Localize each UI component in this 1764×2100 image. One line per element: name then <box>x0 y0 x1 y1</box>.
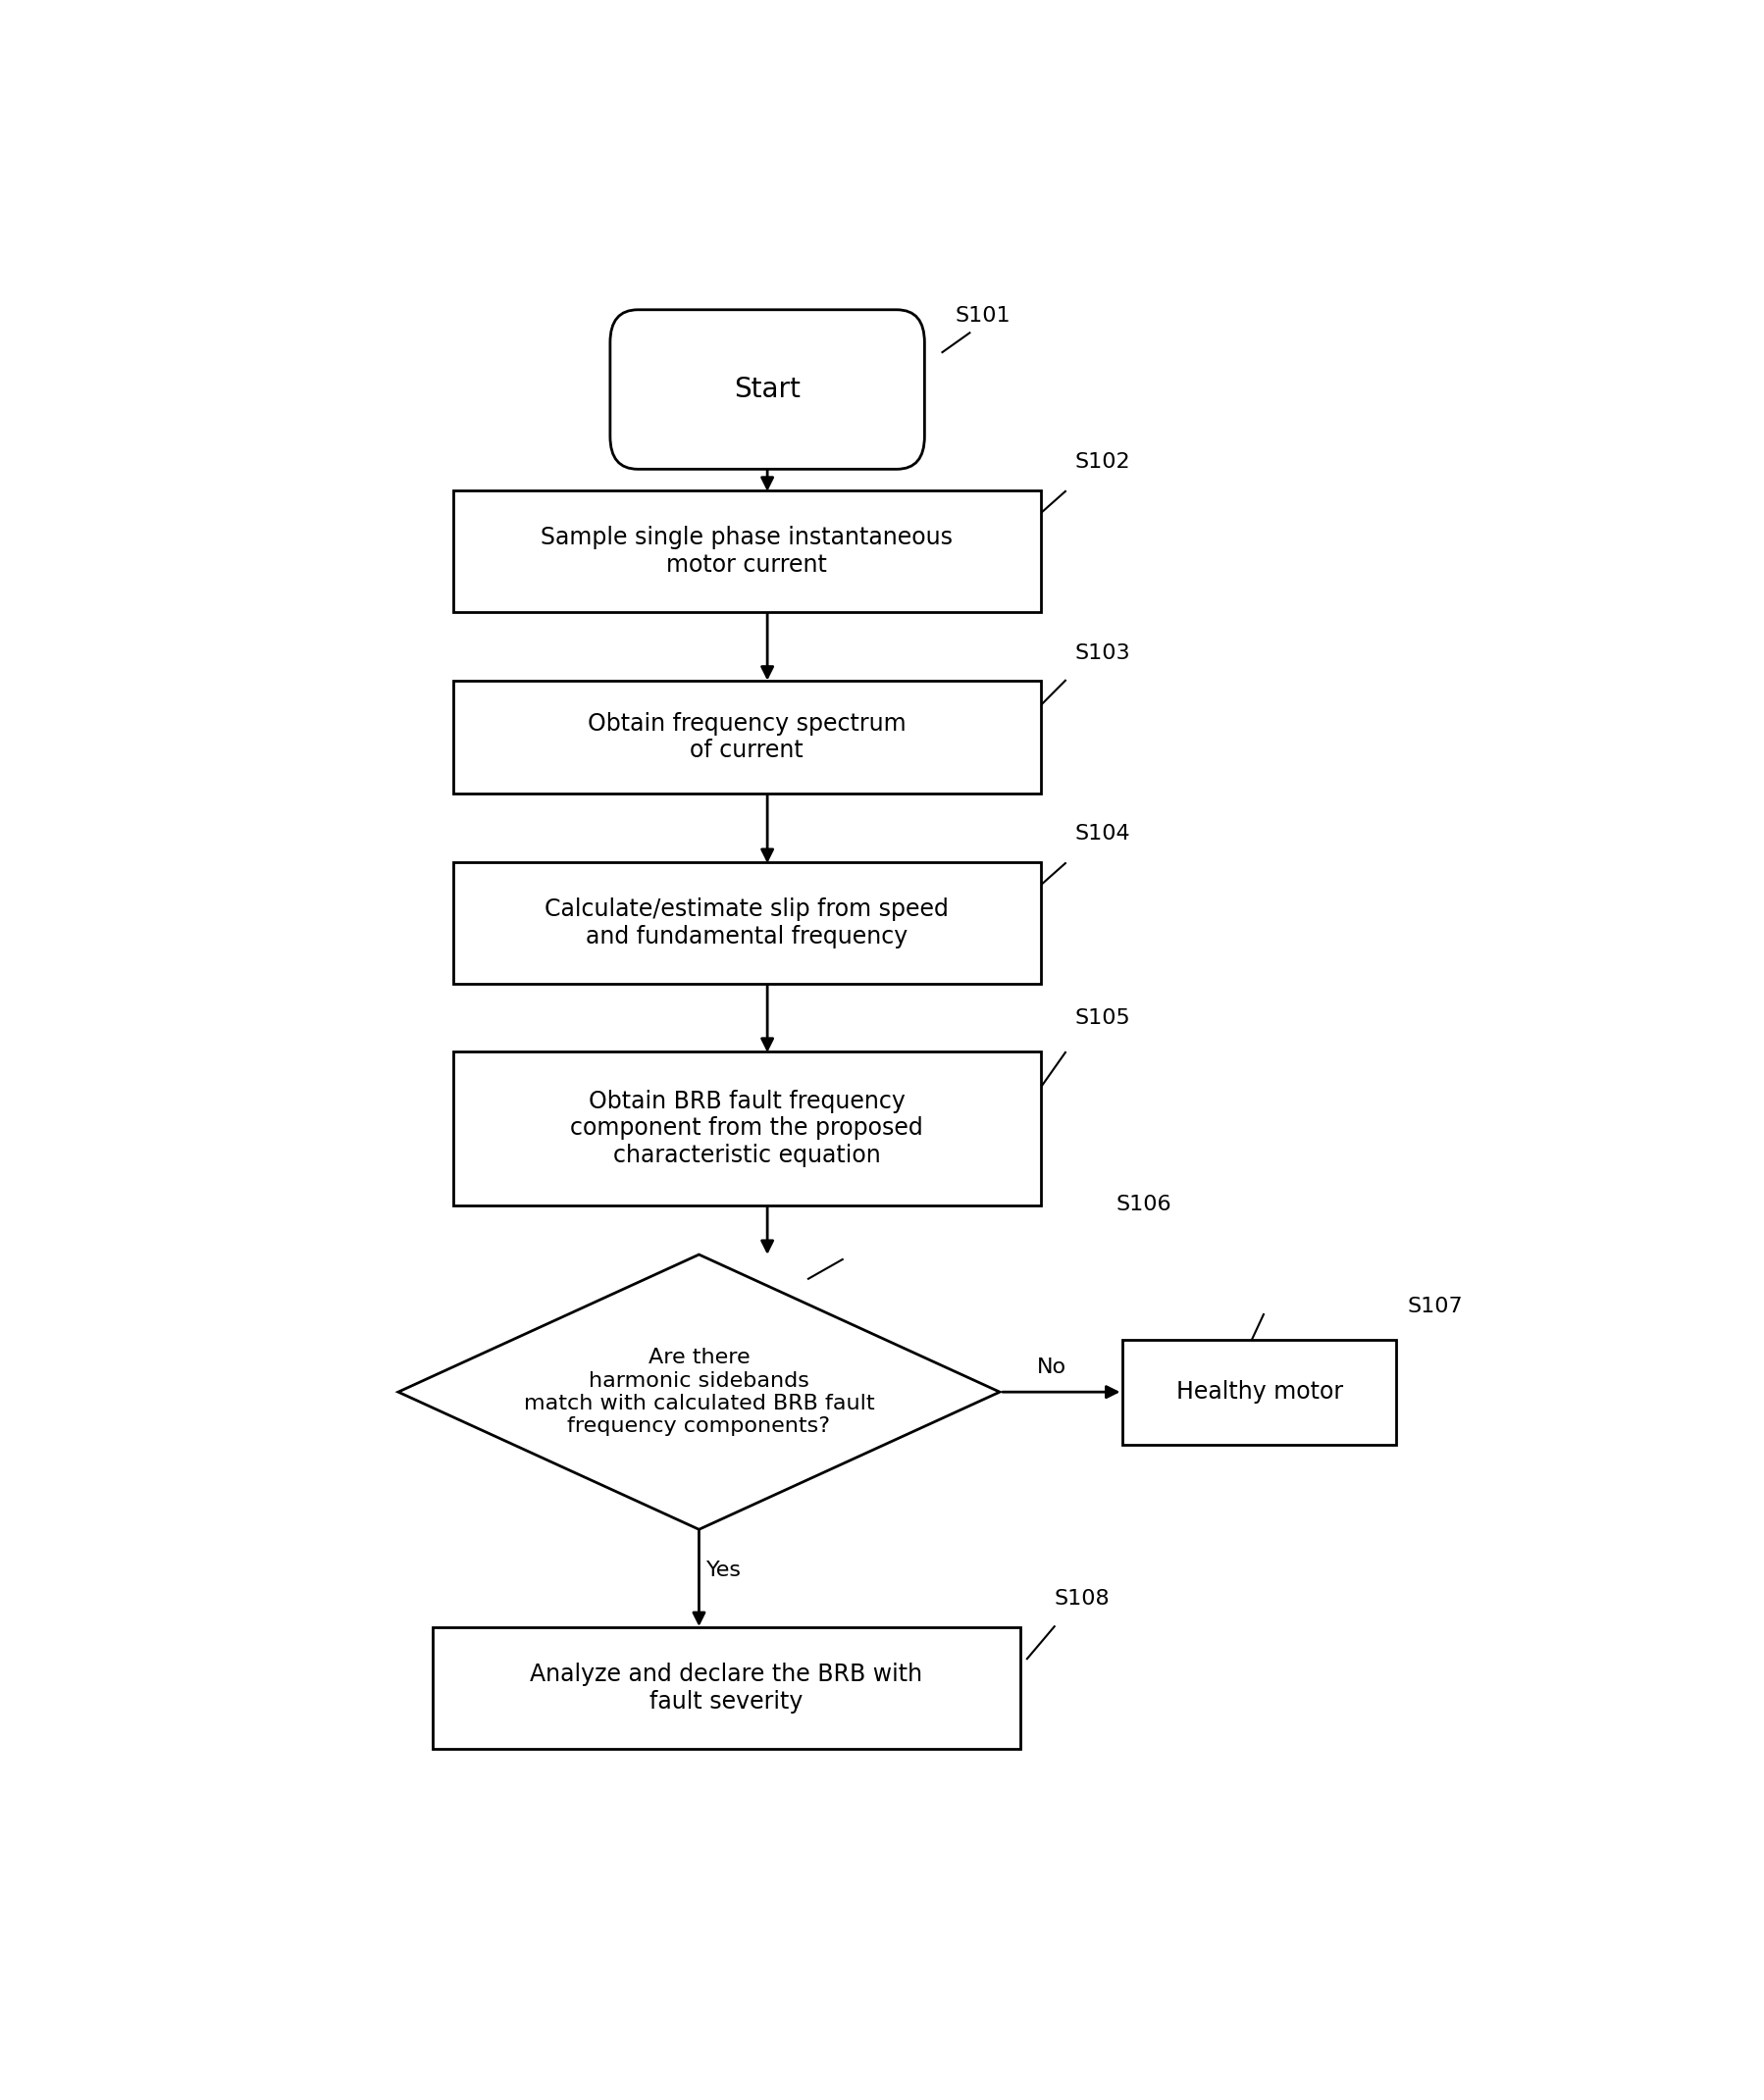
Text: Sample single phase instantaneous
motor current: Sample single phase instantaneous motor … <box>542 525 953 578</box>
Bar <box>432 1628 1020 1749</box>
Text: No: No <box>1037 1359 1067 1378</box>
Text: Are there
harmonic sidebands
match with calculated BRB fault
frequency component: Are there harmonic sidebands match with … <box>524 1348 875 1436</box>
Text: S108: S108 <box>1055 1590 1110 1609</box>
Text: S104: S104 <box>1074 825 1131 844</box>
Bar <box>453 1052 1041 1205</box>
Text: S106: S106 <box>1117 1195 1171 1214</box>
Text: Calculate/estimate slip from speed
and fundamental frequency: Calculate/estimate slip from speed and f… <box>545 897 949 949</box>
Bar <box>1124 1340 1397 1445</box>
Text: Yes: Yes <box>706 1560 741 1579</box>
Text: Analyze and declare the BRB with
fault severity: Analyze and declare the BRB with fault s… <box>529 1663 923 1714</box>
Text: S101: S101 <box>954 307 1011 326</box>
Text: Obtain frequency spectrum
of current: Obtain frequency spectrum of current <box>587 712 907 762</box>
Bar <box>453 680 1041 794</box>
Text: S107: S107 <box>1408 1296 1462 1317</box>
Text: S105: S105 <box>1074 1008 1131 1029</box>
Bar <box>453 863 1041 983</box>
Text: Healthy motor: Healthy motor <box>1177 1380 1342 1403</box>
Text: Start: Start <box>734 376 801 403</box>
Bar <box>453 491 1041 611</box>
Text: Obtain BRB fault frequency
component from the proposed
characteristic equation: Obtain BRB fault frequency component fro… <box>570 1090 923 1168</box>
FancyBboxPatch shape <box>610 309 924 468</box>
Text: S102: S102 <box>1074 452 1131 473</box>
Polygon shape <box>399 1254 1000 1529</box>
Text: S103: S103 <box>1074 643 1131 664</box>
